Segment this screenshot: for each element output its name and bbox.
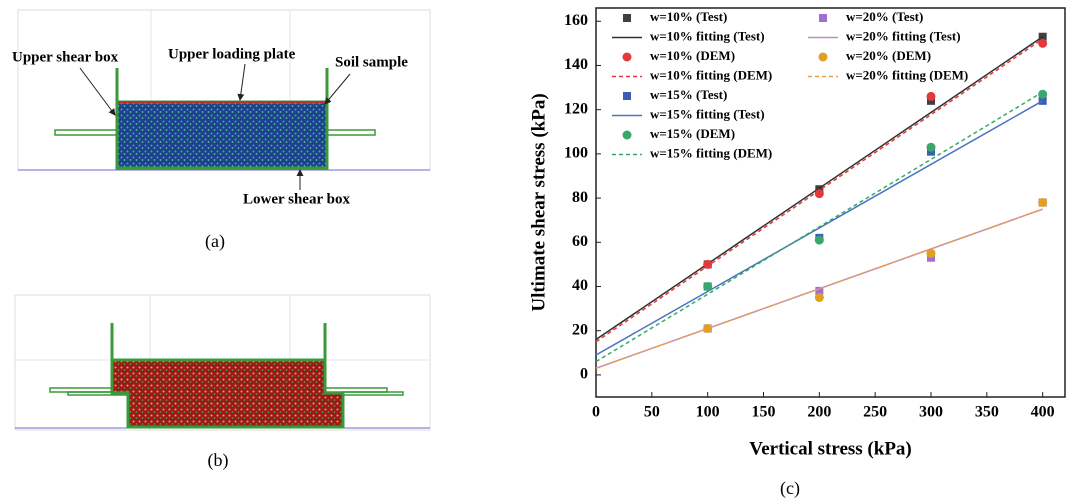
label: Upper loading plate bbox=[168, 46, 296, 62]
legend-label: w=10% (DEM) bbox=[650, 48, 735, 63]
point bbox=[814, 293, 824, 303]
point bbox=[622, 130, 632, 140]
point bbox=[623, 92, 631, 100]
caption: (c) bbox=[780, 478, 800, 499]
caption: (a) bbox=[205, 231, 225, 252]
y-axis-label: Ultimate shear stress (kPa) bbox=[528, 93, 549, 311]
x-tick-label: 250 bbox=[863, 404, 887, 421]
legend-label: w=10% (Test) bbox=[650, 9, 727, 24]
point bbox=[622, 52, 632, 62]
fit-line bbox=[595, 38, 1044, 343]
legend-label: w=20% (Test) bbox=[846, 9, 923, 24]
panel-a: Upper shear box Upper loading plate Soil… bbox=[12, 9, 431, 252]
point bbox=[926, 142, 936, 152]
panel-b: (b) bbox=[14, 294, 431, 471]
x-tick-label: 150 bbox=[752, 404, 776, 421]
legend-label: w=15% (Test) bbox=[650, 87, 727, 102]
legend-label: w=20% fitting (DEM) bbox=[846, 67, 968, 82]
label: Lower shear box bbox=[243, 191, 350, 207]
chart: 0 50 100 150 200 250 300 350 400 0 20 40 60 80 100 120 1… bbox=[528, 7, 1066, 459]
point bbox=[1038, 198, 1048, 207]
y-tick-label: 100 bbox=[564, 145, 588, 162]
point bbox=[623, 14, 631, 22]
point bbox=[926, 248, 936, 258]
point bbox=[1038, 89, 1048, 99]
x-axis-label: Vertical stress (kPa) bbox=[749, 438, 912, 459]
legend-label: w=15% (DEM) bbox=[650, 126, 735, 141]
x-tick-label: 400 bbox=[1031, 404, 1055, 421]
legend-label: w=20% (DEM) bbox=[846, 48, 931, 63]
point bbox=[703, 281, 713, 291]
fit-line bbox=[595, 208, 1043, 369]
point bbox=[703, 323, 713, 333]
fit-line bbox=[595, 91, 1044, 363]
point bbox=[819, 14, 827, 22]
y-tick-label: 60 bbox=[572, 233, 588, 250]
point bbox=[814, 235, 824, 245]
x-tick-label: 300 bbox=[919, 404, 943, 421]
y-tick-label: 140 bbox=[564, 56, 588, 73]
point bbox=[703, 259, 713, 269]
plot-frame bbox=[595, 7, 1066, 398]
legend-label: w=15% fitting (Test) bbox=[650, 106, 765, 121]
point bbox=[1038, 38, 1048, 48]
label: Soil sample bbox=[335, 54, 408, 70]
x-tick-label: 50 bbox=[644, 404, 660, 421]
point bbox=[926, 91, 936, 101]
x-tick-label: 100 bbox=[696, 404, 720, 421]
legend-label: w=10% fitting (Test) bbox=[650, 28, 765, 43]
legend-label: w=20% fitting (Test) bbox=[846, 28, 961, 43]
fit-line bbox=[595, 100, 1044, 356]
point bbox=[815, 286, 824, 295]
caption: (b) bbox=[208, 450, 229, 471]
y-tick-label: 40 bbox=[572, 277, 588, 294]
x-tick-label: 0 bbox=[592, 404, 600, 421]
y-tick-label: 80 bbox=[572, 189, 588, 206]
fit-line bbox=[595, 36, 1044, 341]
point bbox=[818, 52, 828, 62]
legend-label: w=15% fitting (DEM) bbox=[650, 145, 772, 160]
legend-label: w=10% fitting (DEM) bbox=[650, 67, 772, 82]
y-tick-label: 20 bbox=[572, 321, 588, 338]
y-tick-label: 160 bbox=[564, 12, 588, 29]
y-tick-label: 0 bbox=[580, 366, 588, 383]
label: Upper shear box bbox=[12, 49, 119, 65]
x-tick-label: 200 bbox=[807, 404, 831, 421]
x-tick-label: 350 bbox=[975, 404, 999, 421]
y-tick-label: 120 bbox=[564, 100, 588, 117]
